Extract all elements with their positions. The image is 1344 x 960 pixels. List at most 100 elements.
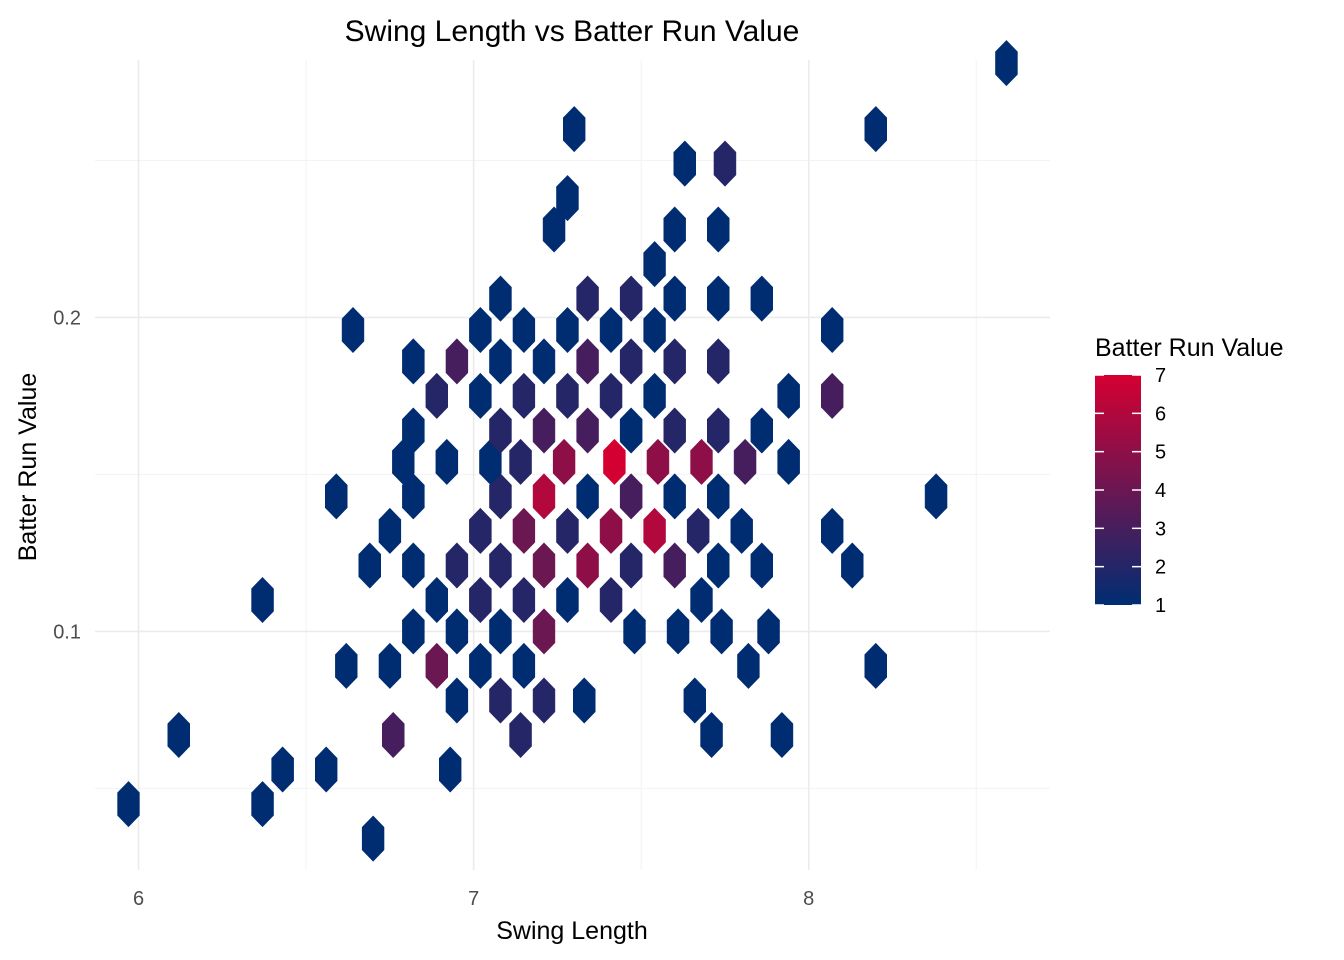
hex-bin [619,407,643,454]
hex-bin [556,175,579,222]
hex-bin [445,338,469,385]
y-tick-label: 0.2 [53,307,81,329]
hex-bin [603,438,626,485]
hex-bin [425,642,449,689]
hex-bin [750,407,774,454]
hex-bin [532,407,556,454]
hex-bin [341,306,365,354]
hex-bin [690,438,713,485]
legend-tick-label: 7 [1155,365,1166,387]
hex-bin [576,407,599,454]
hex-bin [532,542,556,589]
legend-tick-label: 3 [1155,518,1166,540]
hex-bin [690,576,713,624]
hex-bin [686,507,710,554]
legend: Batter Run Value 1 2 3 4 5 6 7 [1095,334,1284,617]
hex-bin [599,576,623,624]
hex-bin [706,338,730,385]
hex-bin [706,275,730,322]
hex-bin [445,677,469,724]
hex-bin [841,542,864,589]
hex-bin [576,473,599,520]
hex-bin [361,815,385,862]
legend-tick-label: 2 [1155,557,1166,579]
hex-bin [663,407,686,454]
hex-bin [643,372,666,419]
hex-bin [623,608,646,655]
hex-bin [489,677,512,724]
hex-bin [663,338,686,385]
hex-bin [489,275,512,322]
chart-title: Swing Length vs Batter Run Value [345,15,800,48]
hex-bin [576,275,599,322]
hex-bin [663,473,686,520]
hex-bin [532,677,556,724]
hex-bin [489,473,512,520]
x-axis-title: Swing Length [496,917,648,945]
hex-bin [435,438,459,485]
hex-bin [512,576,536,624]
hex-bin [335,642,358,689]
hex-bin [643,306,666,354]
hex-bin [489,542,512,589]
hex-bin [251,781,274,828]
hex-bin [706,542,730,589]
hex-bin [713,140,737,187]
hex-bin [599,372,623,419]
hex-bin [619,473,643,520]
hex-bin [733,438,757,485]
hex-bin [512,372,536,419]
hex-bin [820,372,844,419]
hex-bin [469,507,492,554]
hex-bin [556,507,579,554]
hex-bin [402,608,425,655]
hex-bin [646,438,670,485]
hex-bin [643,507,666,554]
hex-bin [381,711,405,759]
y-axis-ticks: 0.1 0.2 [53,307,81,643]
hex-bin [683,677,707,724]
hex-bin [445,608,469,655]
hex-bin [469,576,492,624]
hex-bin [167,711,190,759]
hex-bins [117,40,1018,862]
legend-tick-label: 5 [1155,442,1166,464]
hex-bin [864,642,888,689]
hex-bin [469,372,492,419]
hex-bin [556,372,579,419]
hex-bin [663,275,686,322]
hex-bin [324,473,348,520]
hex-bin [666,608,690,655]
legend-ticks: 1 2 3 4 5 6 7 [1095,365,1166,617]
hex-bin [820,306,844,354]
hex-bin [576,542,599,589]
hex-bin [509,438,532,485]
hex-bin [509,711,532,759]
hex-bin [864,106,888,153]
hex-bin [619,338,643,385]
hex-bin [532,338,556,385]
hex-bin [402,338,425,385]
hex-bin [378,507,402,554]
hex-bin [251,576,274,624]
hex-bin [512,507,536,554]
hex-bin [358,542,382,589]
hex-bin [663,542,686,589]
legend-tick-label: 6 [1155,403,1166,425]
hex-bin [737,642,760,689]
x-tick-label: 6 [133,888,144,910]
hex-bin [730,507,753,554]
hex-bin [438,746,462,793]
hex-bin [425,576,449,624]
hex-bin [402,473,425,520]
hex-bin [663,206,686,253]
hex-bin [750,275,774,322]
hex-bin [552,438,576,485]
hex-bin [673,140,697,187]
hex-bin [710,608,733,655]
hex-bin [777,372,800,419]
hex-bin [706,473,730,520]
hex-bin [619,275,643,322]
hex-bin [469,306,492,354]
